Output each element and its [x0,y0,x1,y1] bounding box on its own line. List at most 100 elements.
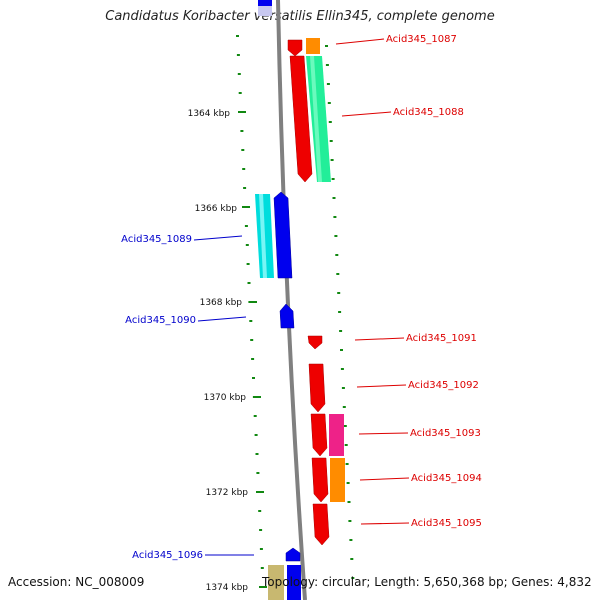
gene-label-acid345-1088[interactable]: Acid345_1088 [393,107,464,118]
scale-tick-label: 1368 kbp [200,298,243,308]
track-dot [339,330,343,332]
leader-line-1093 [358,432,409,435]
gene-label-acid345-1087[interactable]: Acid345_1087 [386,34,457,45]
track-dot [329,140,333,142]
gene-acid345-1088[interactable] [289,55,331,183]
track-dot [327,102,331,104]
gene-acid345-1095[interactable] [312,503,330,546]
track-dot [348,520,352,522]
gene-acid345-1096[interactable] [285,547,301,562]
track-dot [328,121,332,123]
track-dot [343,425,347,427]
track-dot [350,558,354,560]
gene-acid345-1087[interactable] [287,38,320,57]
track-dot [331,178,335,180]
track-dot [338,311,342,313]
track-dot [244,225,248,227]
gene-block-bottom-khaki [268,565,284,600]
track-dot [325,64,329,66]
track-dot [250,339,254,341]
leader-line-1089 [193,235,243,241]
leader-line-1088 [341,111,392,117]
leader-line-1087 [335,38,385,45]
track-dot [340,368,344,370]
track-dot [330,159,334,161]
track-dot [236,54,240,56]
gene-label-acid345-1090[interactable]: Acid345_1090 [125,315,196,326]
track-dot [326,83,330,85]
track-dot [340,349,343,351]
track-dot [242,168,246,170]
leader-line-1094 [359,477,410,481]
track-dot [251,358,255,360]
track-dot [247,282,251,284]
gene-acid345-1093[interactable] [310,413,344,457]
track-dot [255,453,259,455]
track-dot [246,263,250,265]
genome-backbone [276,0,307,600]
gene-acid345-1092[interactable] [308,363,326,413]
gene-label-acid345-1094[interactable]: Acid345_1094 [411,473,482,484]
track-dot [337,292,341,294]
scale-ticks [238,111,267,588]
track-dot [325,45,328,47]
track-dot [240,130,244,132]
track-dot [342,406,346,408]
track-dot [260,567,264,569]
track-dot [345,463,349,465]
track-dot [347,501,351,503]
track-dot [341,387,345,389]
track-dot [333,216,337,218]
gene-label-acid345-1092[interactable]: Acid345_1092 [408,380,479,391]
leader-line-1092 [356,384,407,388]
topology-text: Topology: circular; Length: 5,650,368 bp… [262,575,592,589]
scale-tick-label: 1366 kbp [195,204,238,214]
track-dot [237,73,241,75]
track-dot [238,92,242,94]
gene-acid345-1094[interactable] [311,457,345,503]
track-dot [254,434,258,436]
track-dot [249,320,253,322]
leader-line-1095 [360,522,410,525]
accession-text: Accession: NC_008009 [8,575,145,589]
track-dot [253,415,257,417]
gene-block-bottom-blue [287,565,301,600]
gene-label-acid345-1091[interactable]: Acid345_1091 [406,333,477,344]
track-dot [252,377,255,379]
track-dot [346,482,350,484]
leader-line-1090 [197,316,247,322]
gene-acid345-1089[interactable] [255,191,293,279]
gene-label-acid345-1089[interactable]: Acid345_1089 [121,234,192,245]
track-dot [245,244,249,246]
track-dot [241,149,245,151]
gene-label-acid345-1096[interactable]: Acid345_1096 [132,550,203,561]
track-dot [351,577,355,579]
gene-acid345-1090[interactable] [279,303,295,329]
track-dot [259,529,263,531]
scale-tick-label: 1372 kbp [206,488,249,498]
track-dot [243,187,247,189]
gene-block-top-blue [258,0,272,6]
track-dot [335,254,339,256]
track-dot [332,197,336,199]
track-dot [336,273,340,275]
track-dot [258,510,262,512]
leader-line-1091 [354,337,405,341]
track-dot [256,472,260,474]
track-dot [344,444,348,446]
scale-tick-label: 1374 kbp [206,583,249,593]
track-dot [349,539,353,541]
gene-label-acid345-1093[interactable]: Acid345_1093 [410,428,481,439]
gene-block-top-light [258,6,272,16]
dotted-tracks [236,35,355,588]
track-dot [334,235,338,237]
gene-acid345-1091[interactable] [307,335,323,350]
gene-label-acid345-1095[interactable]: Acid345_1095 [411,518,482,529]
track-dot [236,35,239,37]
track-dot [259,548,263,550]
scale-tick-label: 1370 kbp [204,393,247,403]
scale-tick-label: 1364 kbp [188,109,231,119]
genome-title: Candidatus Koribacter versatilis Ellin34… [105,9,495,24]
